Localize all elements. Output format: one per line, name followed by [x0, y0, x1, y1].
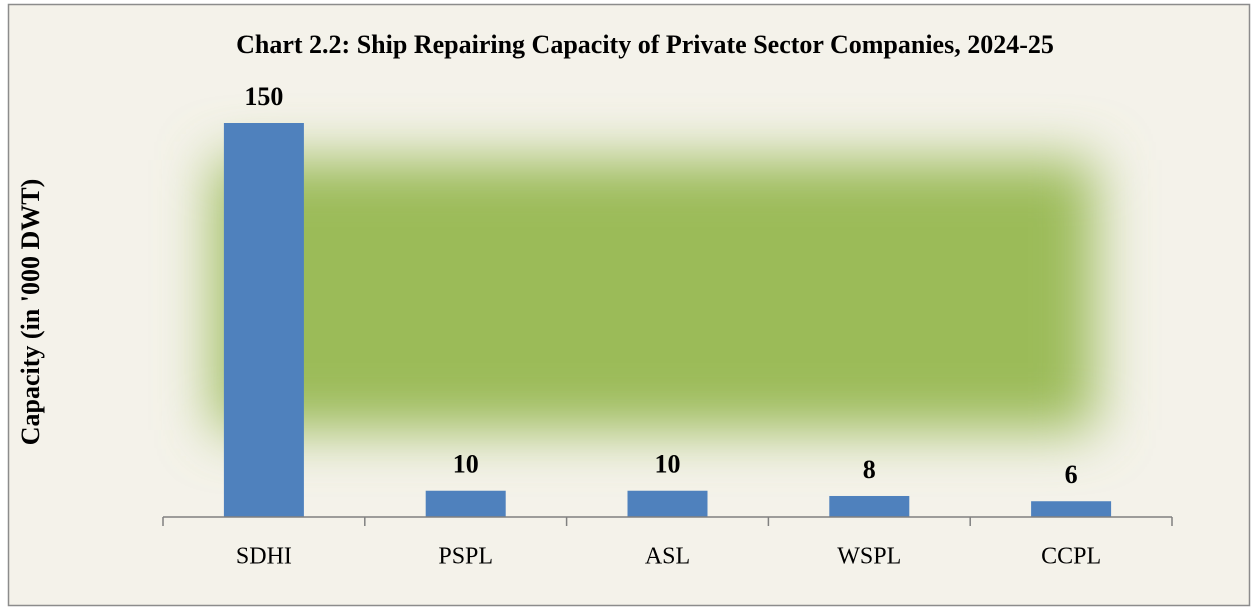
- x-tick-label: CCPL: [1041, 544, 1101, 570]
- x-tick-label: ASL: [645, 544, 690, 570]
- data-label: 10: [655, 450, 681, 479]
- bar: [627, 490, 708, 517]
- x-tick-label: SDHI: [236, 544, 292, 570]
- data-label: 6: [1065, 460, 1078, 489]
- bar: [829, 495, 910, 517]
- bar: [223, 123, 304, 517]
- y-axis-label: Capacity (in '000 DWT): [16, 179, 45, 446]
- x-tick-label: WSPL: [837, 544, 901, 570]
- x-tick-label: PSPL: [438, 544, 493, 570]
- background-glow: [215, 160, 1095, 430]
- chart-title: Chart 2.2: Ship Repairing Capacity of Pr…: [236, 30, 1054, 59]
- plot-area: 150 SDHI 10 PSPL 10 ASL 8 WSPL 6 CCPL: [162, 82, 1173, 570]
- bar: [1031, 501, 1112, 517]
- data-label: 8: [863, 455, 876, 484]
- bar: [425, 490, 506, 517]
- data-label: 150: [244, 82, 283, 111]
- data-label: 10: [453, 450, 479, 479]
